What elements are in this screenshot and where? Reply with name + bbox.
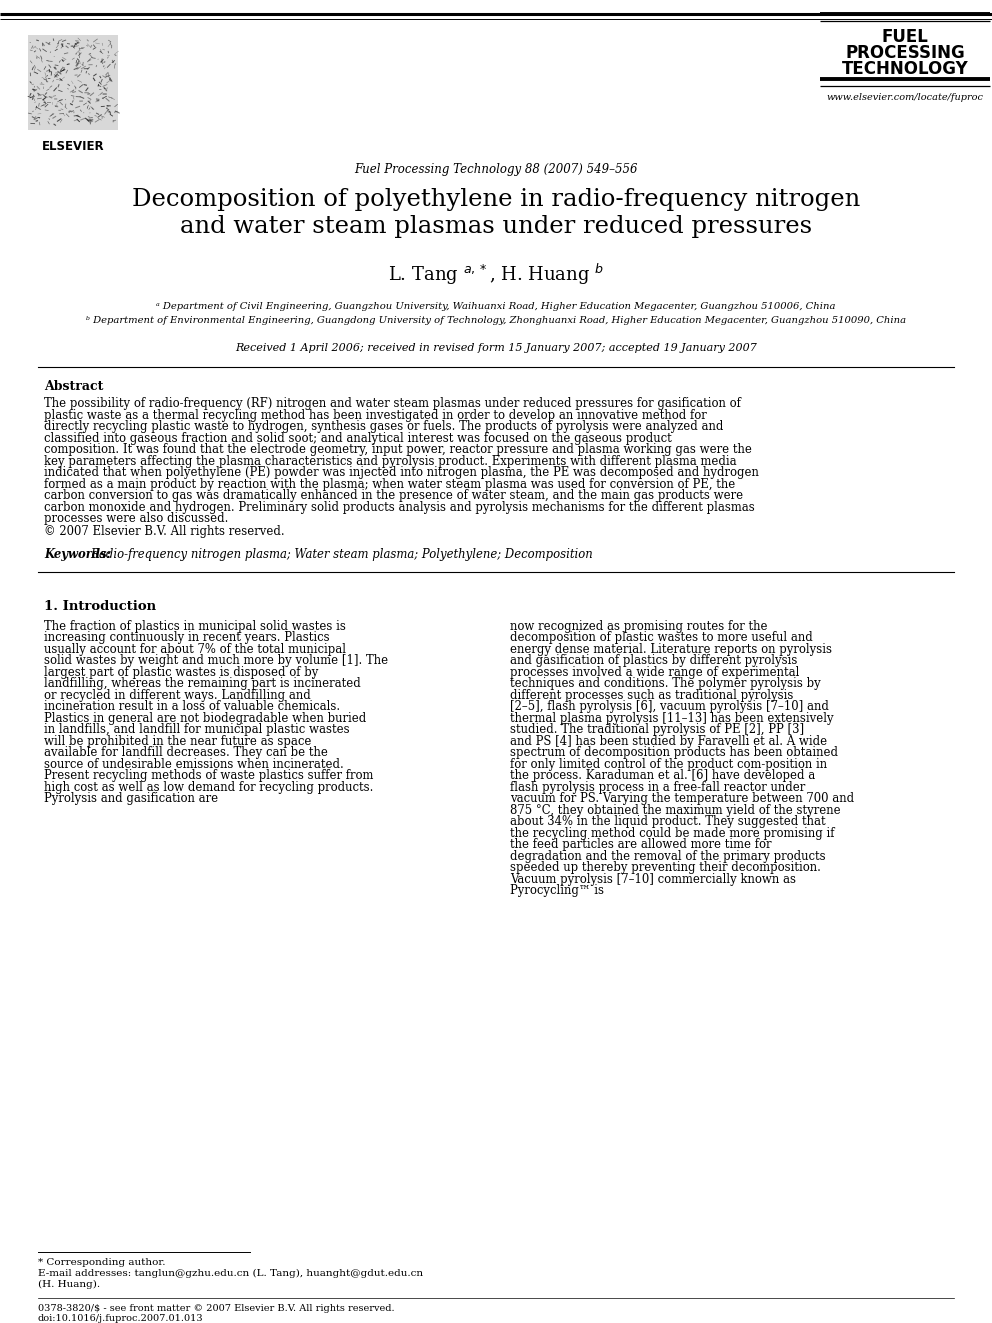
Text: will be prohibited in the near future as space: will be prohibited in the near future as… — [44, 734, 311, 747]
Text: 875 °C, they obtained the maximum yield of the styrene: 875 °C, they obtained the maximum yield … — [510, 803, 840, 816]
Text: FUEL: FUEL — [882, 28, 929, 46]
Text: vacuum for PS. Varying the temperature between 700 and: vacuum for PS. Varying the temperature b… — [510, 792, 854, 806]
Text: Present recycling methods of waste plastics suffer from: Present recycling methods of waste plast… — [44, 769, 373, 782]
Text: key parameters affecting the plasma characteristics and pyrolysis product. Exper: key parameters affecting the plasma char… — [44, 455, 737, 467]
Text: PROCESSING: PROCESSING — [845, 44, 965, 62]
Text: composition. It was found that the electrode geometry, input power, reactor pres: composition. It was found that the elect… — [44, 443, 752, 456]
Text: www.elsevier.com/locate/fuproc: www.elsevier.com/locate/fuproc — [826, 93, 983, 102]
Text: Pyrolysis and gasification are: Pyrolysis and gasification are — [44, 792, 218, 806]
Text: and gasification of plastics by different pyrolysis: and gasification of plastics by differen… — [510, 654, 798, 667]
Text: Vacuum pyrolysis [7–10] commercially known as: Vacuum pyrolysis [7–10] commercially kno… — [510, 873, 796, 886]
Text: ᵃ Department of Civil Engineering, Guangzhou University, Waihuanxi Road, Higher : ᵃ Department of Civil Engineering, Guang… — [157, 302, 835, 311]
Text: E-mail addresses: tanglun@gzhu.edu.cn (L. Tang), huanght@gdut.edu.cn: E-mail addresses: tanglun@gzhu.edu.cn (L… — [38, 1269, 424, 1278]
Text: the recycling method could be made more promising if: the recycling method could be made more … — [510, 827, 834, 840]
Text: Decomposition of polyethylene in radio-frequency nitrogen: Decomposition of polyethylene in radio-f… — [132, 188, 860, 210]
Text: processes were also discussed.: processes were also discussed. — [44, 512, 228, 525]
Text: now recognized as promising routes for the: now recognized as promising routes for t… — [510, 619, 768, 632]
Text: classified into gaseous fraction and solid soot; and analytical interest was foc: classified into gaseous fraction and sol… — [44, 431, 672, 445]
Text: and water steam plasmas under reduced pressures: and water steam plasmas under reduced pr… — [180, 216, 812, 238]
Text: and PS [4] has been studied by Faravelli et al. A wide: and PS [4] has been studied by Faravelli… — [510, 734, 827, 747]
Text: different processes such as traditional pyrolysis: different processes such as traditional … — [510, 689, 794, 701]
Text: carbon conversion to gas was dramatically enhanced in the presence of water stea: carbon conversion to gas was dramaticall… — [44, 490, 743, 501]
Text: degradation and the removal of the primary products: degradation and the removal of the prima… — [510, 849, 825, 863]
Text: for only limited control of the product com-position in: for only limited control of the product … — [510, 758, 827, 771]
Text: incineration result in a loss of valuable chemicals.: incineration result in a loss of valuabl… — [44, 700, 340, 713]
Text: Abstract: Abstract — [44, 380, 103, 393]
Text: usually account for about 7% of the total municipal: usually account for about 7% of the tota… — [44, 643, 346, 656]
Text: carbon monoxide and hydrogen. Preliminary solid products analysis and pyrolysis : carbon monoxide and hydrogen. Preliminar… — [44, 500, 755, 513]
Text: largest part of plastic wastes is disposed of by: largest part of plastic wastes is dispos… — [44, 665, 318, 679]
Text: Fuel Processing Technology 88 (2007) 549–556: Fuel Processing Technology 88 (2007) 549… — [354, 163, 638, 176]
Text: The fraction of plastics in municipal solid wastes is: The fraction of plastics in municipal so… — [44, 619, 346, 632]
Text: the process. Karaduman et al. [6] have developed a: the process. Karaduman et al. [6] have d… — [510, 769, 815, 782]
Text: speeded up thereby preventing their decomposition.: speeded up thereby preventing their deco… — [510, 861, 820, 875]
Text: doi:10.1016/j.fuproc.2007.01.013: doi:10.1016/j.fuproc.2007.01.013 — [38, 1314, 203, 1323]
Text: thermal plasma pyrolysis [11–13] has been extensively: thermal plasma pyrolysis [11–13] has bee… — [510, 712, 833, 725]
Text: studied. The traditional pyrolysis of PE [2], PP [3]: studied. The traditional pyrolysis of PE… — [510, 724, 805, 736]
Text: Radio-frequency nitrogen plasma; Water steam plasma; Polyethylene; Decomposition: Radio-frequency nitrogen plasma; Water s… — [90, 548, 593, 561]
Text: flash pyrolysis process in a free-fall reactor under: flash pyrolysis process in a free-fall r… — [510, 781, 806, 794]
Text: ELSEVIER: ELSEVIER — [42, 140, 104, 153]
Text: techniques and conditions. The polymer pyrolysis by: techniques and conditions. The polymer p… — [510, 677, 820, 691]
Text: (H. Huang).: (H. Huang). — [38, 1279, 100, 1289]
Bar — [28, 34, 118, 130]
Text: in landfills, and landfill for municipal plastic wastes: in landfills, and landfill for municipal… — [44, 724, 349, 736]
Text: Pyrocycling™ is: Pyrocycling™ is — [510, 884, 604, 897]
Text: available for landfill decreases. They can be the: available for landfill decreases. They c… — [44, 746, 328, 759]
Text: landfilling, whereas the remaining part is incinerated: landfilling, whereas the remaining part … — [44, 677, 361, 691]
Text: or recycled in different ways. Landfilling and: or recycled in different ways. Landfilli… — [44, 689, 310, 701]
Text: © 2007 Elsevier B.V. All rights reserved.: © 2007 Elsevier B.V. All rights reserved… — [44, 525, 285, 537]
Text: Plastics in general are not biodegradable when buried: Plastics in general are not biodegradabl… — [44, 712, 366, 725]
Text: solid wastes by weight and much more by volume [1]. The: solid wastes by weight and much more by … — [44, 654, 388, 667]
Text: L. Tang $^{a,*}$, H. Huang $^{b}$: L. Tang $^{a,*}$, H. Huang $^{b}$ — [388, 262, 604, 287]
Text: directly recycling plastic waste to hydrogen, synthesis gases or fuels. The prod: directly recycling plastic waste to hydr… — [44, 419, 723, 433]
Text: plastic waste as a thermal recycling method has been investigated in order to de: plastic waste as a thermal recycling met… — [44, 409, 706, 422]
Text: * Corresponding author.: * Corresponding author. — [38, 1258, 166, 1267]
Text: high cost as well as low demand for recycling products.: high cost as well as low demand for recy… — [44, 781, 373, 794]
Text: The possibility of radio-frequency (RF) nitrogen and water steam plasmas under r: The possibility of radio-frequency (RF) … — [44, 397, 741, 410]
Text: 1. Introduction: 1. Introduction — [44, 599, 156, 613]
Text: indicated that when polyethylene (PE) powder was injected into nitrogen plasma, : indicated that when polyethylene (PE) po… — [44, 466, 759, 479]
Text: decomposition of plastic wastes to more useful and: decomposition of plastic wastes to more … — [510, 631, 812, 644]
Text: formed as a main product by reaction with the plasma; when water steam plasma wa: formed as a main product by reaction wit… — [44, 478, 735, 491]
Text: processes involved a wide range of experimental: processes involved a wide range of exper… — [510, 665, 800, 679]
Text: [2–5], flash pyrolysis [6], vacuum pyrolysis [7–10] and: [2–5], flash pyrolysis [6], vacuum pyrol… — [510, 700, 829, 713]
Text: Keywords:: Keywords: — [44, 548, 115, 561]
Text: 0378-3820/$ - see front matter © 2007 Elsevier B.V. All rights reserved.: 0378-3820/$ - see front matter © 2007 El… — [38, 1304, 395, 1312]
Text: the feed particles are allowed more time for: the feed particles are allowed more time… — [510, 839, 772, 851]
Text: Received 1 April 2006; received in revised form 15 January 2007; accepted 19 Jan: Received 1 April 2006; received in revis… — [235, 343, 757, 353]
Text: about 34% in the liquid product. They suggested that: about 34% in the liquid product. They su… — [510, 815, 825, 828]
Text: energy dense material. Literature reports on pyrolysis: energy dense material. Literature report… — [510, 643, 832, 656]
Text: ᵇ Department of Environmental Engineering, Guangdong University of Technology, Z: ᵇ Department of Environmental Engineerin… — [86, 316, 906, 325]
Text: source of undesirable emissions when incinerated.: source of undesirable emissions when inc… — [44, 758, 344, 771]
Text: TECHNOLOGY: TECHNOLOGY — [841, 60, 968, 78]
Text: spectrum of decomposition products has been obtained: spectrum of decomposition products has b… — [510, 746, 838, 759]
Text: increasing continuously in recent years. Plastics: increasing continuously in recent years.… — [44, 631, 329, 644]
